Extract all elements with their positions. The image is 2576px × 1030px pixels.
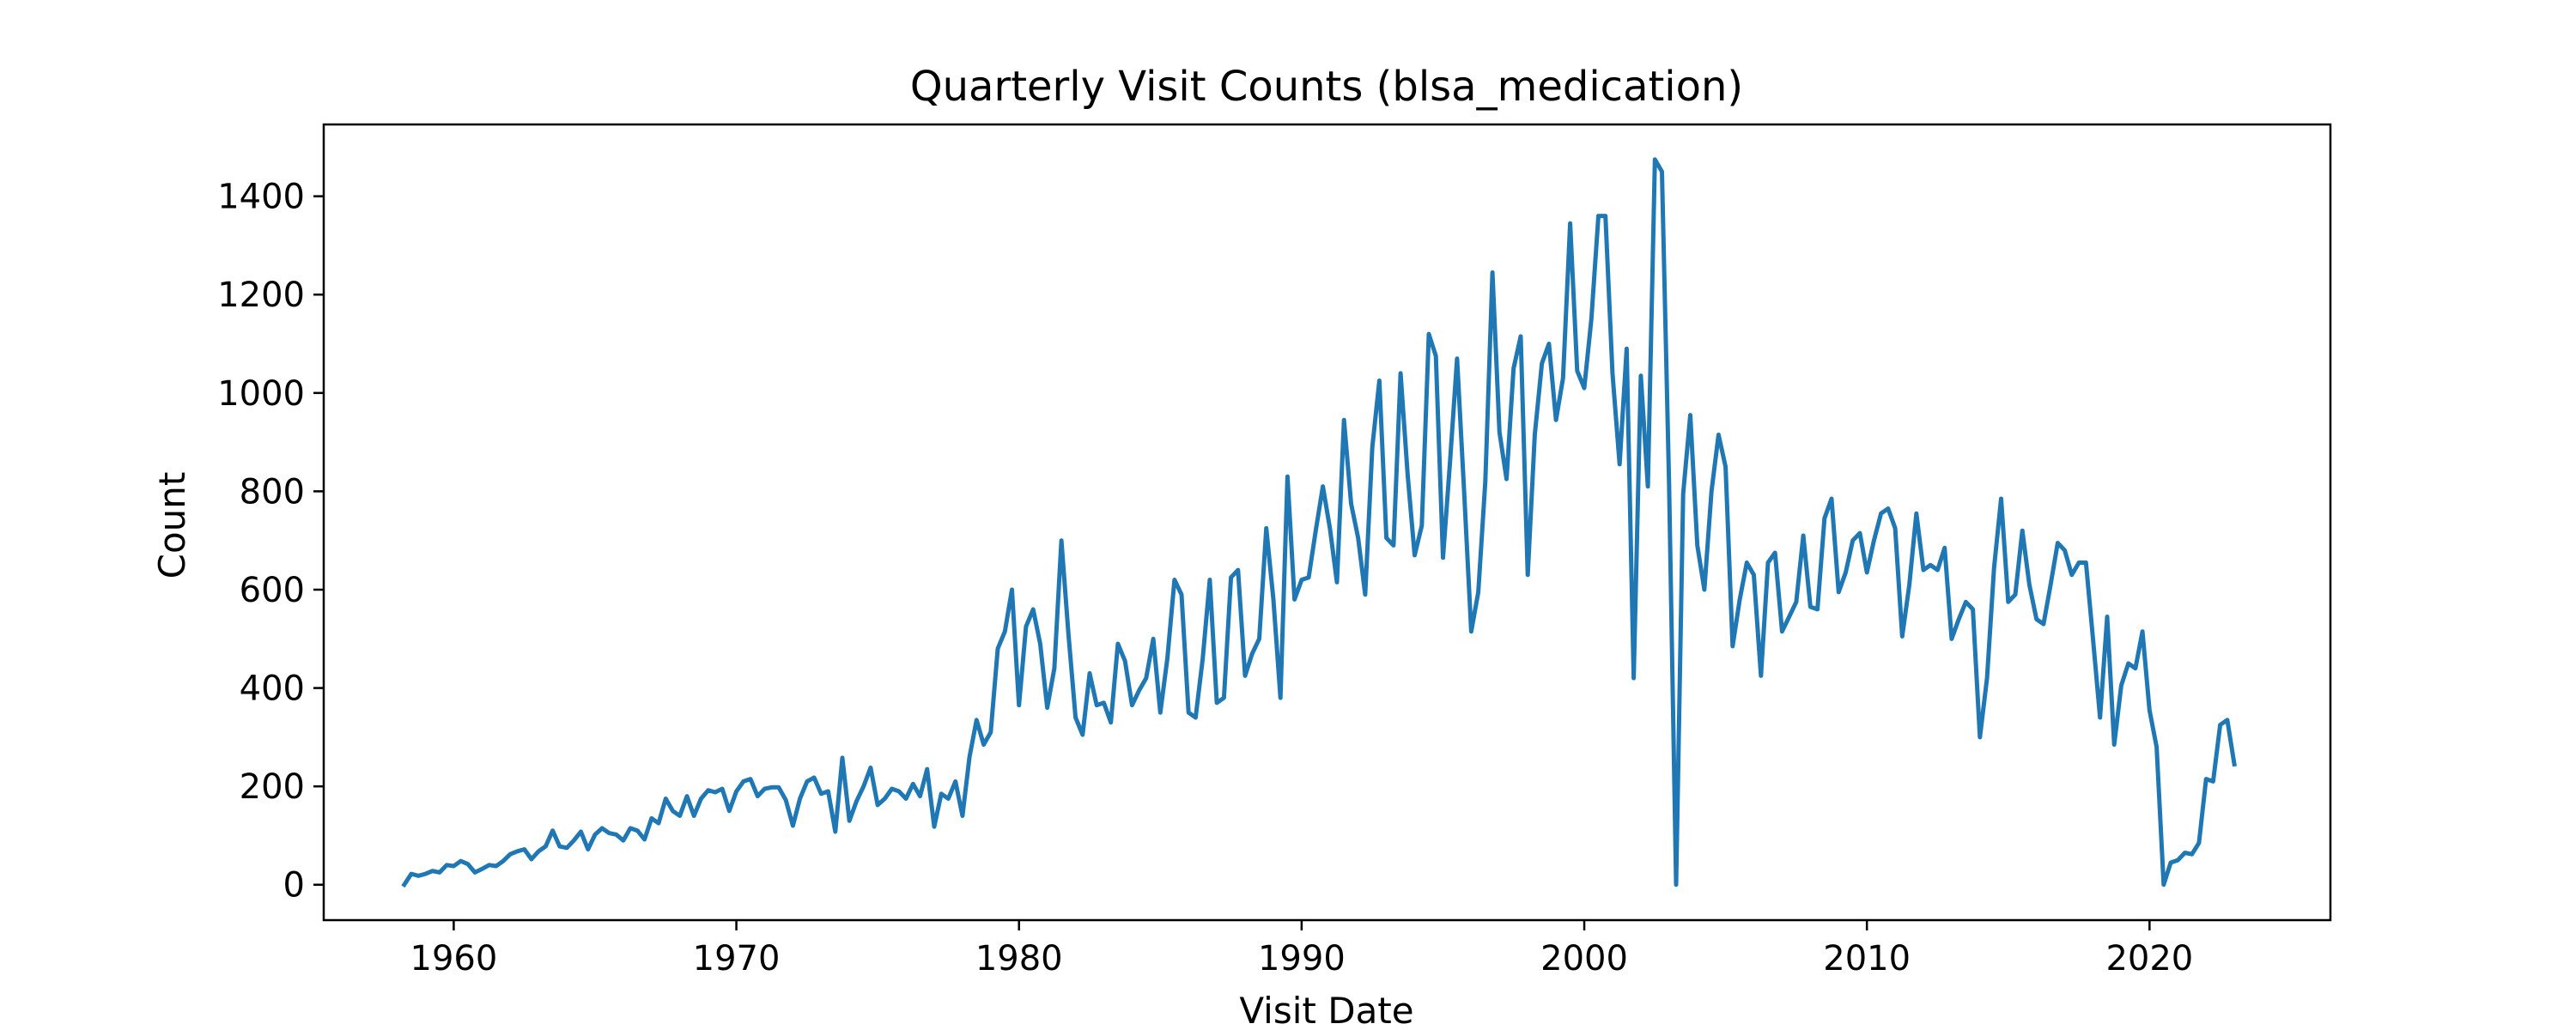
- y-tick-label: 1200: [217, 276, 305, 315]
- x-axis-label: Visit Date: [1239, 990, 1413, 1030]
- x-tick-label: 2010: [1823, 939, 1911, 978]
- x-tick-label: 1960: [410, 939, 498, 978]
- x-tick-label: 2020: [2105, 939, 2193, 978]
- y-tick-label: 200: [240, 767, 305, 807]
- y-tick-label: 400: [240, 670, 305, 709]
- x-tick-label: 1990: [1258, 939, 1346, 978]
- y-tick-label: 1000: [217, 374, 305, 414]
- plot-frame: [322, 123, 2332, 922]
- y-axis-label: Count: [151, 472, 193, 579]
- y-tick-label: 600: [240, 571, 305, 610]
- axis-ticks: 1960 1970 1980 1990 2000 2010 2020 0 200 400 600 80…: [217, 178, 2193, 978]
- y-tick-label: 1400: [217, 178, 305, 217]
- series-line: [401, 157, 2237, 888]
- y-tick-label: 0: [283, 866, 305, 906]
- x-tick-label: 1980: [975, 939, 1063, 978]
- x-tick-label: 1970: [693, 939, 781, 978]
- y-tick-label: 800: [240, 472, 305, 512]
- x-tick-label: 2000: [1540, 939, 1628, 978]
- series-layer: [401, 157, 2237, 888]
- chart-title: Quarterly Visit Counts (blsa_medication): [910, 63, 1743, 111]
